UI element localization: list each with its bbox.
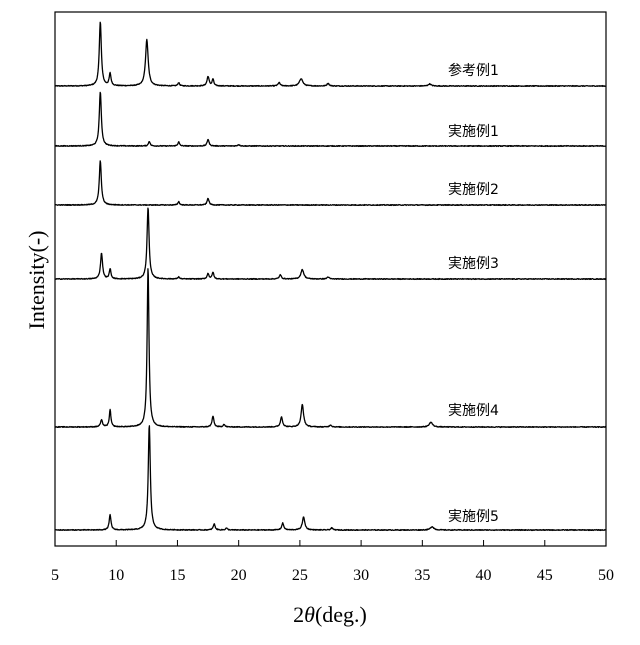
series-label: 実施例3 (448, 256, 499, 272)
series-line-1 (55, 22, 606, 86)
x-tick-label: 25 (292, 567, 308, 584)
series-label: 実施例1 (448, 124, 499, 140)
series-label: 実施例4 (448, 403, 499, 419)
x-axis-title-symbol: θ (304, 602, 315, 627)
series-traces (55, 22, 606, 530)
y-axis-title: Intensity(-) (24, 231, 49, 330)
x-tick-label: 10 (108, 567, 124, 584)
series-line-3 (55, 161, 606, 205)
series-label: 参考例1 (448, 62, 499, 79)
series-label: 実施例2 (448, 182, 499, 198)
x-tick-label: 15 (169, 567, 185, 584)
x-tick-label: 30 (353, 567, 369, 584)
x-axis-ticks (55, 540, 606, 546)
x-tick-label: 20 (231, 567, 247, 584)
series-labels: 参考例1 実施例1 実施例2 実施例3 実施例4 実施例5 (448, 62, 499, 525)
x-axis-title: 2θ(deg.) (293, 602, 367, 627)
x-tick-label: 50 (598, 567, 614, 584)
series-line-5 (55, 269, 606, 428)
series-line-2 (55, 92, 606, 146)
x-axis-title-number: 2 (293, 602, 304, 627)
series-label: 実施例5 (448, 509, 499, 525)
series-line-6 (55, 426, 606, 531)
x-tick-label: 45 (537, 567, 553, 584)
x-axis-title-unit: (deg.) (315, 602, 367, 627)
x-tick-label: 5 (51, 567, 59, 584)
x-tick-label: 40 (476, 567, 492, 584)
series-line-4 (55, 208, 606, 279)
x-tick-label: 35 (414, 567, 430, 584)
x-axis-tick-labels: 5 10 15 20 25 30 35 40 45 50 (51, 567, 614, 584)
